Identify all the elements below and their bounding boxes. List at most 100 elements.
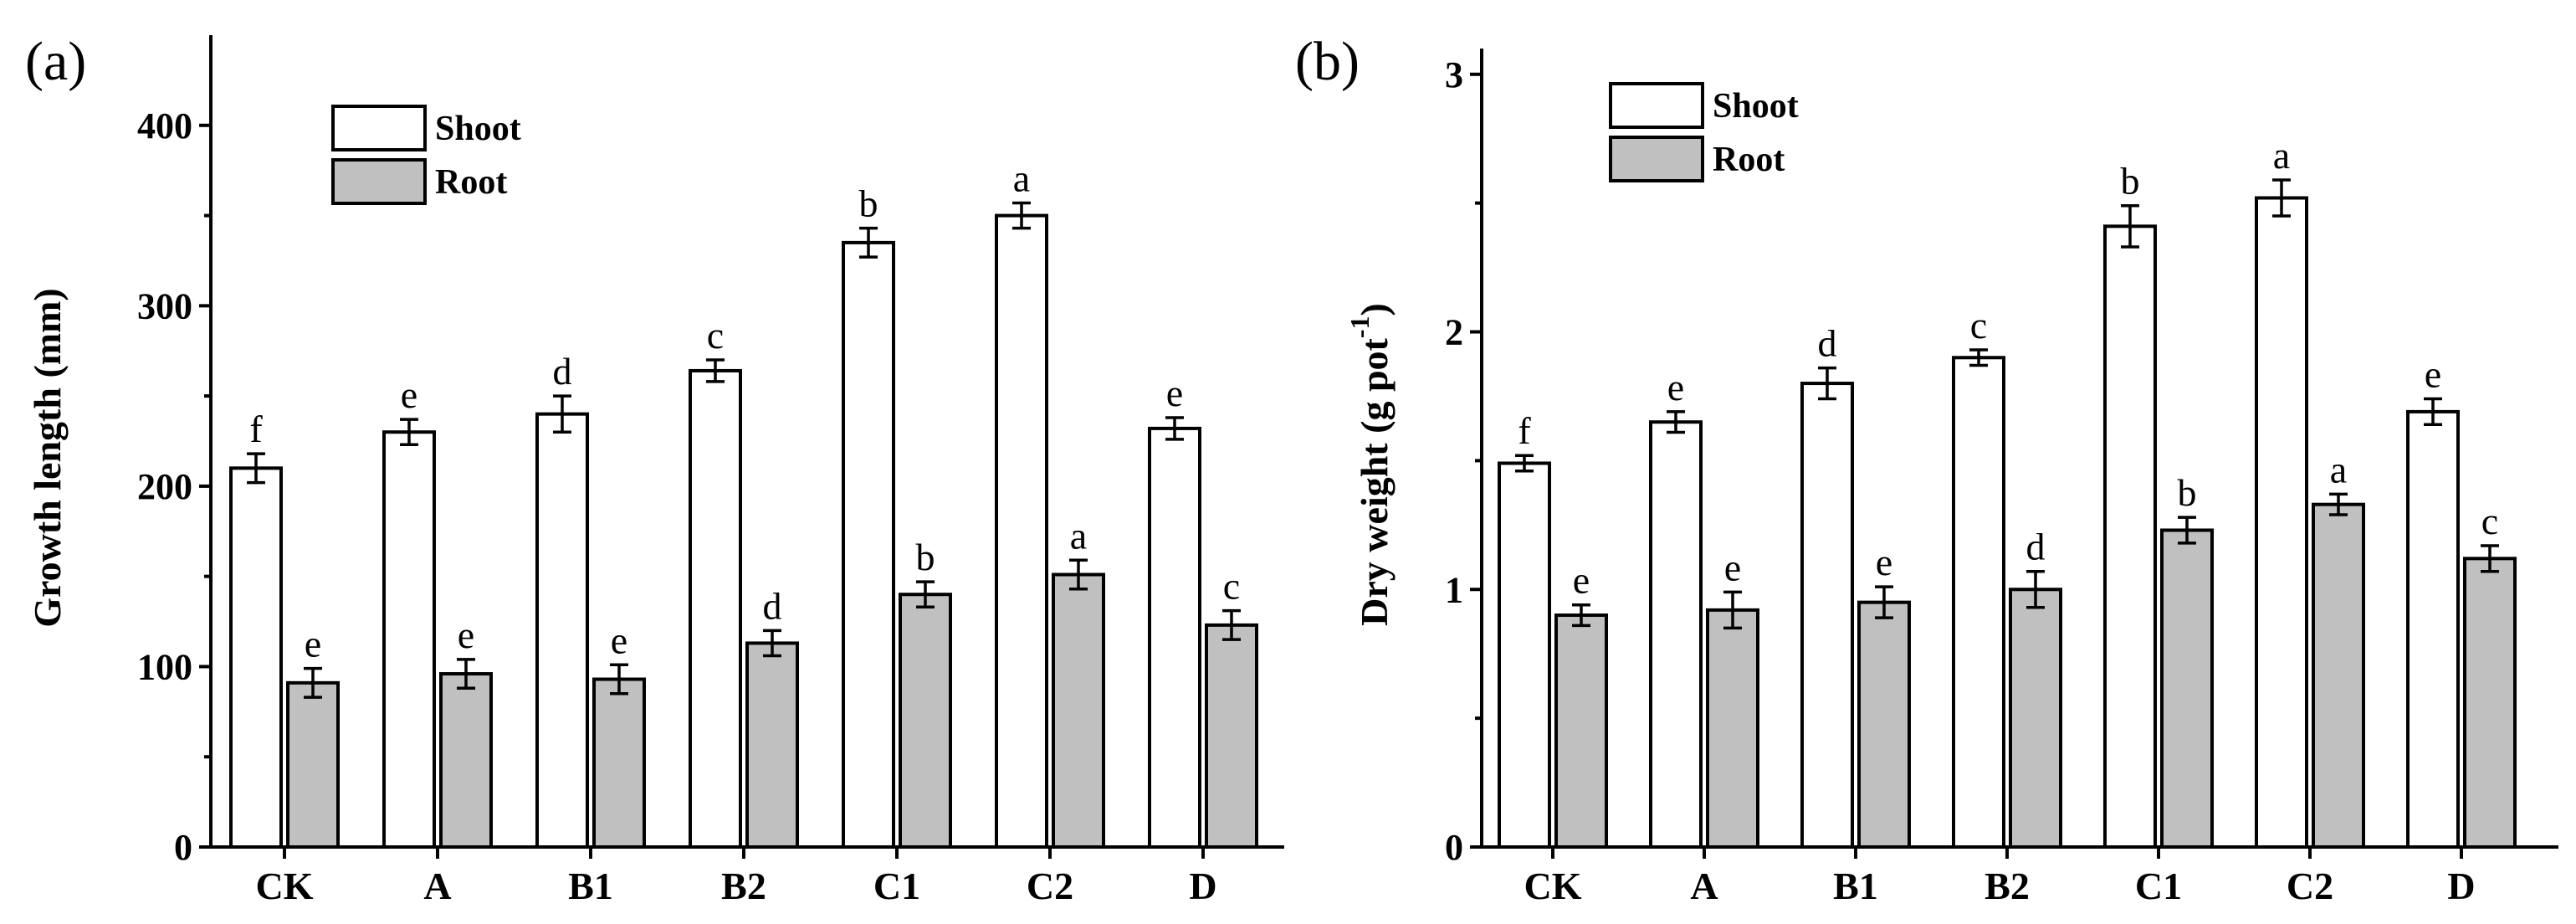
x-tick-label-CK: CK (1524, 865, 1582, 907)
error-bar-root-B2 (763, 629, 781, 658)
error-bar-shoot-D (2424, 397, 2442, 427)
legend-label-shoot: Shoot (1713, 87, 1799, 126)
significance-label-root-B2: d (2026, 526, 2046, 568)
x-tick-label-B2: B2 (1984, 865, 2030, 907)
x-tick-label-C2: C2 (2287, 865, 2333, 907)
error-bar-root-B1 (1875, 585, 1893, 619)
x-tick-label-A: A (423, 865, 451, 907)
significance-label-shoot-C1: b (859, 182, 878, 225)
bar-root-D (1205, 623, 1258, 849)
chart-panel-0: (a) Growth length (mm) 0 100 200 300 400 CK f e Ae… (25, 31, 1284, 907)
significance-label-shoot-C2: a (2273, 134, 2290, 177)
significance-label-shoot-CK: f (1518, 409, 1531, 452)
significance-label-root-C1: b (916, 536, 935, 578)
significance-label-root-A: e (458, 613, 474, 656)
bar-root-B1 (592, 677, 646, 849)
x-tick-label-A: A (1690, 865, 1718, 907)
y-axis-title-text: Dry weight (g pot (1353, 337, 1396, 625)
legend-swatch-shoot (331, 105, 427, 151)
error-bar-shoot-A (400, 418, 418, 447)
x-tick-label-C2: C2 (1027, 865, 1073, 907)
error-bar-root-C2 (2329, 492, 2348, 516)
significance-label-root-C2: a (1070, 514, 1087, 557)
error-bar-shoot-B2 (706, 358, 725, 383)
bar-shoot-A (382, 430, 436, 849)
error-bar-root-CK (304, 666, 322, 699)
significance-label-shoot-B2: c (707, 314, 724, 357)
bar-shoot-D (2406, 409, 2460, 849)
error-bar-root-C1 (916, 580, 935, 609)
y-tick-label: 100 (137, 646, 192, 687)
significance-label-root-A: e (1724, 546, 1741, 588)
y-tick-label: 0 (1445, 827, 1463, 868)
error-bar-root-D (2481, 544, 2499, 573)
significance-label-shoot-B2: c (1970, 304, 1987, 346)
y-tick-label: 400 (137, 105, 192, 146)
panel-label: (b) (1295, 31, 1360, 92)
error-bar-shoot-CK (247, 452, 265, 485)
bar-root-CK (1554, 613, 1608, 850)
significance-label-shoot-B1: d (1818, 322, 1837, 365)
bar-root-C2 (2312, 502, 2365, 850)
bar-shoot-B1 (535, 412, 589, 849)
error-bar-shoot-C2 (2272, 178, 2291, 218)
y-tick-label: 200 (137, 466, 192, 507)
bar-root-C1 (899, 593, 952, 849)
x-tick-label-CK: CK (256, 865, 314, 907)
error-bar-shoot-B2 (1969, 348, 1988, 367)
y-axis-title: Growth length (mm) (26, 288, 69, 627)
significance-label-shoot-A: e (401, 373, 417, 416)
bar-shoot-A (1649, 420, 1703, 849)
significance-label-shoot-C1: b (2121, 160, 2140, 203)
bar-root-CK (286, 680, 340, 849)
error-bar-root-C1 (2178, 516, 2196, 545)
legend-label-root: Root (435, 163, 507, 202)
legend-swatch-root (331, 158, 427, 205)
error-bar-root-CK (1572, 603, 1590, 628)
bar-root-D (2463, 557, 2517, 849)
bar-shoot-B2 (689, 368, 742, 849)
significance-label-shoot-A: e (1667, 366, 1684, 408)
error-bar-shoot-C1 (859, 226, 878, 259)
error-bar-shoot-B1 (1818, 366, 1836, 401)
legend-label-shoot: Shoot (435, 110, 521, 148)
bar-root-B2 (745, 641, 799, 850)
bar-root-C1 (2160, 528, 2214, 849)
y-axis-title-text: Growth length (mm) (26, 288, 69, 627)
chart-panel-1: (b) Dry weight (g pot-1) 0 1 2 3 CK f e Ae e B1 d e B2… (1295, 31, 2558, 907)
bar-shoot-CK (229, 466, 283, 849)
significance-label-shoot-B1: d (553, 350, 572, 393)
y-tick-label: 1 (1445, 569, 1463, 610)
error-bar-shoot-CK (1515, 454, 1534, 473)
y-tick-label: 2 (1445, 312, 1463, 353)
error-bar-root-B1 (610, 663, 628, 696)
error-bar-root-A (457, 658, 475, 690)
error-bar-shoot-D (1165, 416, 1184, 441)
bar-shoot-C1 (842, 240, 895, 849)
error-bar-root-C2 (1069, 558, 1088, 591)
significance-label-shoot-CK: f (249, 408, 263, 450)
error-bar-shoot-C1 (2121, 203, 2139, 249)
y-tick-label: 0 (174, 827, 192, 868)
x-tick-label-B1: B1 (568, 865, 613, 907)
error-bar-root-B2 (2026, 569, 2045, 609)
bar-root-C2 (1052, 572, 1105, 849)
x-tick-label-D: D (1189, 865, 1216, 907)
significance-label-shoot-D: e (1166, 372, 1183, 414)
bar-shoot-C2 (2255, 196, 2308, 850)
x-tick-label-C1: C1 (873, 865, 920, 907)
y-tick-label: 3 (1445, 54, 1463, 95)
panel-label: (a) (25, 31, 86, 92)
legend-swatch-shoot (1609, 82, 1704, 129)
bar-root-A (1706, 608, 1759, 850)
bar-shoot-B1 (1800, 382, 1854, 849)
significance-label-shoot-D: e (2425, 353, 2441, 396)
bar-shoot-CK (1498, 461, 1551, 850)
error-bar-shoot-A (1667, 410, 1685, 434)
x-tick-label-B1: B1 (1833, 865, 1878, 907)
y-tick-label: 300 (137, 285, 192, 326)
y-axis-title-superscript: -1 (1344, 316, 1375, 338)
x-tick-label-C1: C1 (2135, 865, 2182, 907)
significance-label-root-C2: a (2330, 448, 2347, 490)
